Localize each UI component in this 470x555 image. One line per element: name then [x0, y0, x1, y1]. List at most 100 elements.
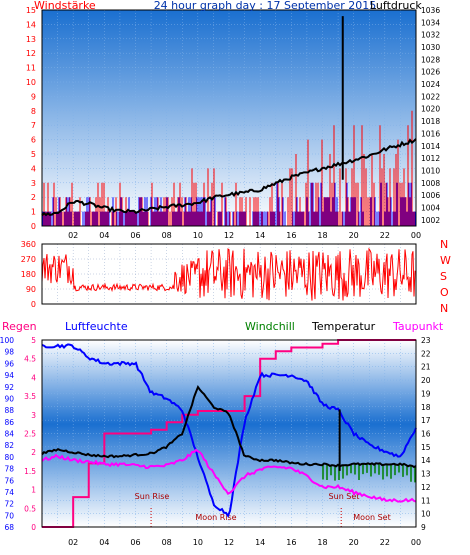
temp-tick-label: 11 — [421, 496, 431, 505]
humidity-tick-label: 70 — [4, 511, 14, 520]
left-tick-label: 5 — [31, 150, 36, 159]
x-tick-label: 22 — [380, 538, 390, 547]
direction-letter: N — [440, 302, 448, 315]
temp-tick-label: 10 — [421, 510, 431, 519]
temp-tick-label: 21 — [421, 363, 431, 372]
humidity-tick-label: 76 — [4, 476, 14, 485]
rain-tick-label: 1 — [31, 486, 36, 495]
humidity-tick-label: 98 — [4, 348, 14, 357]
rain-tick-label: 2.5 — [24, 430, 36, 439]
x-tick-label: 06 — [130, 538, 140, 547]
temp-tick-label: 20 — [421, 376, 431, 385]
humidity-tick-label: 86 — [4, 418, 14, 427]
windchill-series — [322, 464, 416, 483]
regen-series — [42, 339, 416, 528]
right-tick-label: 1024 — [421, 80, 440, 89]
x-tick-label: 02 — [68, 538, 78, 547]
x-tick-label: 14 — [255, 538, 265, 547]
luftdruck-series — [41, 138, 417, 217]
left-tick-label: 4 — [31, 164, 36, 173]
x-tick-label: 04 — [99, 231, 109, 240]
x-tick-label: 14 — [255, 231, 265, 240]
panel-3-frame — [41, 339, 417, 528]
left-tick-label: 7 — [31, 121, 36, 130]
left-tick-label: 8 — [31, 107, 36, 116]
right-tick-label: 1026 — [421, 68, 440, 77]
x-tick-label: 16 — [286, 231, 296, 240]
temp-tick-label: 19 — [421, 389, 431, 398]
right-tick-label: 1008 — [421, 179, 440, 188]
rain-tick-label: 1.5 — [24, 467, 36, 476]
right-tick-label: 1012 — [421, 154, 440, 163]
direction-tick-label: 90 — [26, 285, 36, 294]
x-tick-label: 12 — [224, 538, 234, 547]
x-tick-label: 16 — [286, 538, 296, 547]
humidity-tick-label: 96 — [4, 359, 14, 368]
chart-title: 24 hour graph day : 17 September 2015 — [154, 0, 377, 12]
humidity-tick-label: 74 — [4, 488, 14, 497]
right-tick-label: 1006 — [421, 191, 440, 200]
humidity-tick-label: 100 — [0, 336, 14, 345]
regen-label: Regen — [2, 320, 37, 333]
x-tick-label: 08 — [162, 231, 172, 240]
left-tick-label: 11 — [26, 64, 36, 73]
right-tick-label: 1034 — [421, 18, 440, 27]
left-tick-label: 9 — [31, 92, 36, 101]
left-tick-label: 13 — [26, 35, 36, 44]
right-tick-label: 1014 — [421, 142, 440, 151]
x-tick-label: 18 — [317, 538, 327, 547]
direction-letter: N — [440, 238, 448, 251]
temperatur-label: Temperatur — [311, 320, 376, 333]
left-tick-label: 6 — [31, 136, 36, 145]
x-tick-label: 04 — [99, 538, 109, 547]
right-tick-label: 1010 — [421, 166, 440, 175]
right-tick-label: 1018 — [421, 117, 440, 126]
left-tick-label: 3 — [31, 179, 36, 188]
x-tick-label: 12 — [224, 231, 234, 240]
x-tick-label: 18 — [317, 231, 327, 240]
panel-2-frame — [41, 243, 417, 305]
x-tick-label: 02 — [68, 231, 78, 240]
temp-tick-label: 9 — [421, 523, 426, 532]
x-tick-label: 10 — [193, 231, 203, 240]
moon-set-label: Moon Set — [353, 513, 390, 522]
direction-tick-label: 270 — [21, 255, 36, 264]
temp-tick-label: 22 — [421, 349, 431, 358]
left-tick-label: 2 — [31, 193, 36, 202]
x-tick-label: 06 — [130, 231, 140, 240]
right-tick-label: 1016 — [421, 129, 440, 138]
right-tick-label: 1028 — [421, 55, 440, 64]
humidity-tick-label: 72 — [4, 500, 14, 509]
boeen-series — [42, 182, 416, 226]
x-tick-label: 20 — [349, 231, 359, 240]
rain-tick-label: 0.5 — [24, 504, 36, 513]
windrichtung-series — [41, 247, 416, 301]
temp-tick-label: 15 — [421, 443, 431, 452]
x-tick-label: 20 — [349, 538, 359, 547]
right-tick-label: 1030 — [421, 43, 440, 52]
humidity-tick-label: 80 — [4, 453, 14, 462]
left-tick-label: 15 — [26, 6, 36, 15]
direction-letter: O — [440, 286, 449, 299]
x-tick-label: 10 — [193, 538, 203, 547]
left-tick-label: 1 — [31, 208, 36, 217]
rain-tick-label: 5 — [31, 336, 36, 345]
luftdruck-label: Luftdruck — [370, 0, 422, 12]
left-tick-label: 14 — [26, 20, 36, 29]
rain-tick-label: 4.5 — [24, 355, 36, 364]
temp-tick-label: 23 — [421, 336, 431, 345]
direction-tick-label: 0 — [31, 300, 36, 309]
temp-tick-label: 13 — [421, 470, 431, 479]
windstaerke-label: Windstärke — [34, 0, 96, 12]
left-tick-label: 10 — [26, 78, 36, 87]
rain-tick-label: 3 — [31, 411, 36, 420]
humidity-tick-label: 84 — [4, 430, 14, 439]
left-tick-label: 12 — [26, 49, 36, 58]
rain-tick-label: 4 — [31, 373, 36, 382]
rain-tick-label: 0 — [31, 523, 36, 532]
direction-tick-label: 180 — [21, 270, 36, 279]
temp-tick-label: 17 — [421, 416, 431, 425]
right-tick-label: 1036 — [421, 6, 440, 15]
sun-set-label: Sun Set — [329, 492, 360, 501]
